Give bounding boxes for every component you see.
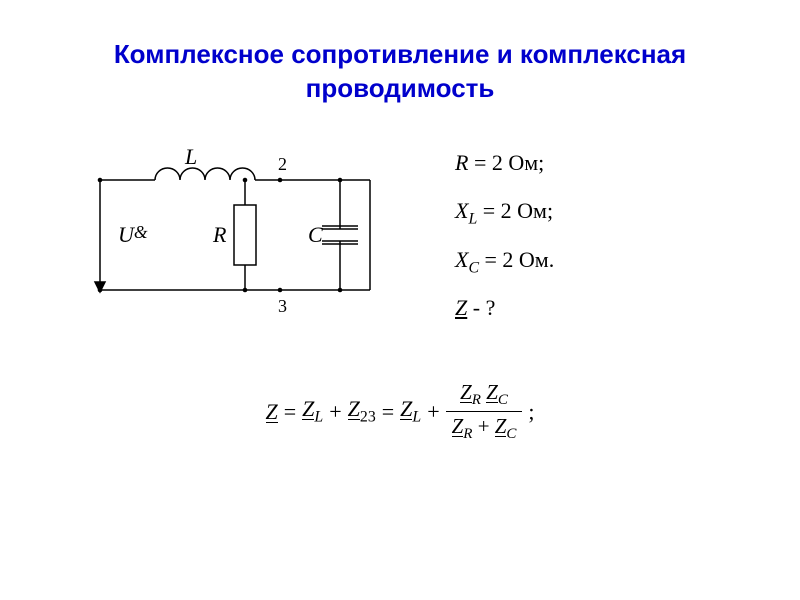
- param-Z-sym: Z: [455, 295, 467, 320]
- label-C: C: [308, 222, 323, 248]
- param-XL-sym: X: [455, 198, 468, 223]
- param-R-sym: R: [455, 150, 468, 175]
- num-ZC: Z: [486, 380, 498, 405]
- title-line-2: проводимость: [0, 72, 800, 106]
- den-plus: +: [478, 414, 495, 438]
- param-XC-eq: = 2 Ом.: [479, 247, 554, 272]
- f-eq2: =: [382, 399, 394, 425]
- circuit-diagram: L 2 3 U& R C: [80, 140, 400, 340]
- f-plus2: +: [427, 399, 439, 425]
- label-U-dot: &: [134, 222, 148, 242]
- f-ZL2: Z: [400, 396, 412, 422]
- frac-num: ZR ZC: [454, 380, 514, 409]
- param-XL-eq: = 2 Ом;: [477, 198, 553, 223]
- fraction: ZR ZC ZR + ZC: [446, 380, 523, 443]
- parameters: R = 2 Ом; XL = 2 Ом; XC = 2 Ом. Z - ?: [455, 150, 554, 344]
- param-R: R = 2 Ом;: [455, 150, 554, 180]
- num-ZC-sub: C: [498, 392, 508, 408]
- param-Z-eq: - ?: [467, 295, 495, 320]
- label-node-2: 2: [278, 154, 287, 175]
- den-ZR: Z: [452, 414, 464, 439]
- f-Z23-sub: 23: [360, 409, 376, 426]
- param-XL: XL = 2 Ом;: [455, 198, 554, 228]
- num-ZR: Z: [460, 380, 472, 405]
- den-ZC-sub: C: [506, 426, 516, 442]
- label-U-text: U: [118, 222, 134, 247]
- den-ZR-sub: R: [463, 426, 472, 442]
- f-eq1: =: [284, 399, 296, 425]
- f-plus1: +: [329, 399, 341, 425]
- label-L: L: [185, 144, 197, 170]
- param-Z: Z - ?: [455, 295, 554, 325]
- param-XL-sub: L: [468, 211, 477, 228]
- page-title: Комплексное сопротивление и комплексная …: [0, 0, 800, 106]
- frac-den: ZR + ZC: [446, 414, 523, 443]
- f-ZL: Z: [302, 396, 314, 422]
- label-R: R: [213, 222, 226, 248]
- param-XC-sym: X: [455, 247, 468, 272]
- f-ZL2-sub: L: [412, 409, 421, 426]
- param-XC: XC = 2 Ом.: [455, 247, 554, 277]
- frac-bar: [446, 411, 523, 412]
- label-U: U&: [118, 222, 148, 248]
- formula-area: Z = ZL + Z23 = ZL + ZR ZC ZR + ZC: [0, 380, 800, 443]
- label-node-3: 3: [278, 296, 287, 317]
- den-ZC: Z: [495, 414, 507, 439]
- f-Z23: Z: [348, 396, 360, 422]
- param-XC-sub: C: [468, 259, 479, 276]
- title-line-1: Комплексное сопротивление и комплексная: [0, 38, 800, 72]
- f-Z1: Z: [266, 399, 278, 425]
- f-ZL-sub: L: [314, 409, 323, 426]
- num-ZR-sub: R: [472, 392, 481, 408]
- param-R-eq: = 2 Ом;: [468, 150, 544, 175]
- f-semi: ;: [528, 399, 534, 425]
- formula: Z = ZL + Z23 = ZL + ZR ZC ZR + ZC: [266, 380, 535, 443]
